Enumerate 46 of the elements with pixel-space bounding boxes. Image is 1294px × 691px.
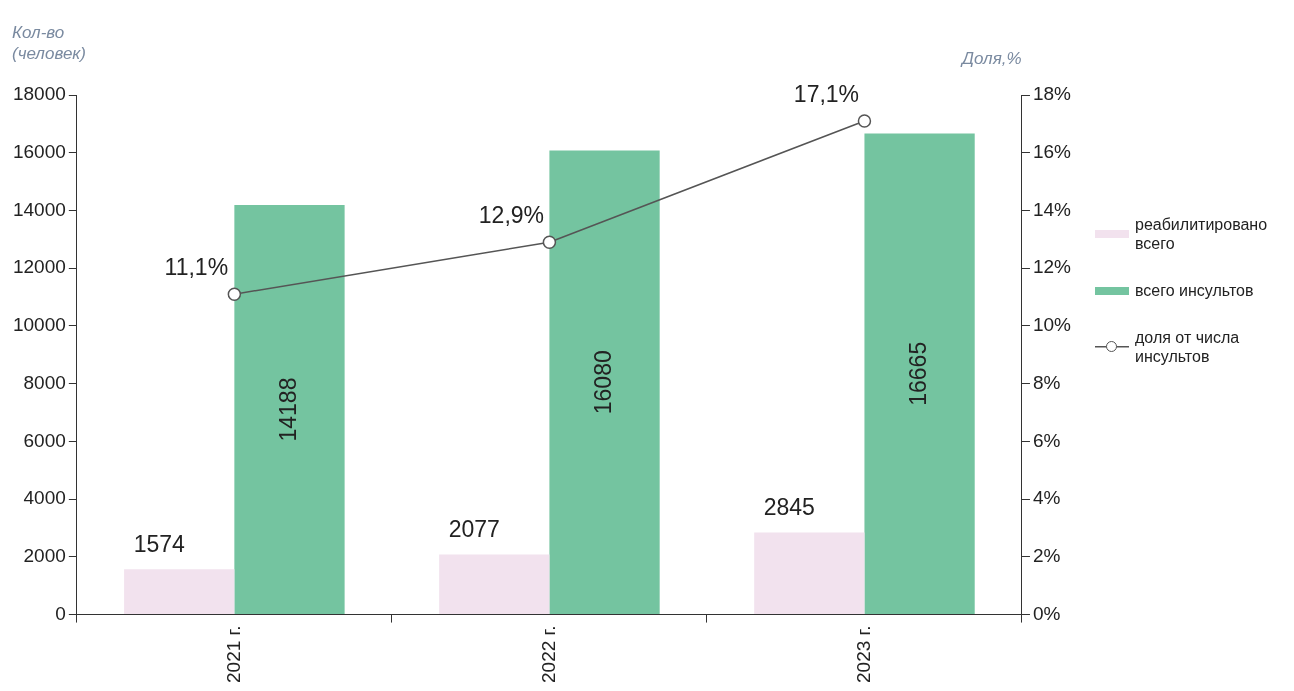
bar	[549, 150, 660, 615]
y2-tick-label: 2%	[1032, 545, 1061, 567]
y2-axis-title: Доля,%	[962, 48, 1022, 69]
y-tick-label: 2000	[23, 545, 66, 567]
x-tick-label: 2021 г.	[222, 625, 244, 683]
y-tick-label: 6000	[23, 429, 66, 451]
bar	[124, 569, 235, 615]
y-tick-label: 0	[55, 602, 66, 624]
y-tick-label: 10000	[12, 314, 66, 336]
y2-tick-label: 0%	[1032, 602, 1061, 624]
data-label: 11,1%	[164, 254, 229, 281]
y-tick-label: 16000	[12, 140, 66, 162]
y-tick-label: 14000	[12, 198, 66, 220]
y-tick-label: 4000	[23, 487, 66, 509]
y2-tick-label: 14%	[1032, 198, 1072, 220]
data-label: 14188	[274, 377, 301, 442]
data-label: 16665	[904, 341, 931, 406]
data-label: 2077	[448, 516, 500, 543]
bar	[754, 532, 865, 615]
y2-tick-label: 12%	[1032, 256, 1072, 278]
y2-tick-label: 4%	[1032, 487, 1061, 509]
legend-label: всего инсультов	[1135, 281, 1254, 300]
y-axis-title: Кол-во (человек)	[12, 22, 88, 64]
x-tick-label: 2023 г.	[852, 625, 874, 683]
bar	[439, 554, 550, 615]
bar	[864, 133, 975, 615]
data-label: 1574	[133, 530, 186, 557]
point	[857, 114, 872, 128]
y-tick-label: 12000	[12, 256, 66, 278]
data-label: 12,9%	[478, 202, 545, 229]
data-label: 17,1%	[793, 80, 860, 107]
x-tick-label: 2022 г.	[537, 625, 559, 683]
y-tick-label: 8000	[23, 371, 66, 393]
y-tick-label: 18000	[12, 83, 66, 105]
legend-label: реабилитировано всего	[1135, 215, 1269, 253]
point	[227, 287, 242, 301]
data-label: 16080	[589, 350, 616, 415]
bar	[234, 205, 345, 615]
y2-tick-label: 16%	[1032, 140, 1072, 162]
y2-tick-label: 18%	[1032, 83, 1072, 105]
data-label: 2845	[763, 494, 815, 521]
y2-tick-label: 8%	[1032, 371, 1061, 393]
point	[542, 235, 557, 249]
legend-label: доля от числа инсультов	[1135, 328, 1241, 366]
y2-tick-label: 6%	[1032, 429, 1061, 451]
y2-tick-label: 10%	[1032, 314, 1072, 336]
